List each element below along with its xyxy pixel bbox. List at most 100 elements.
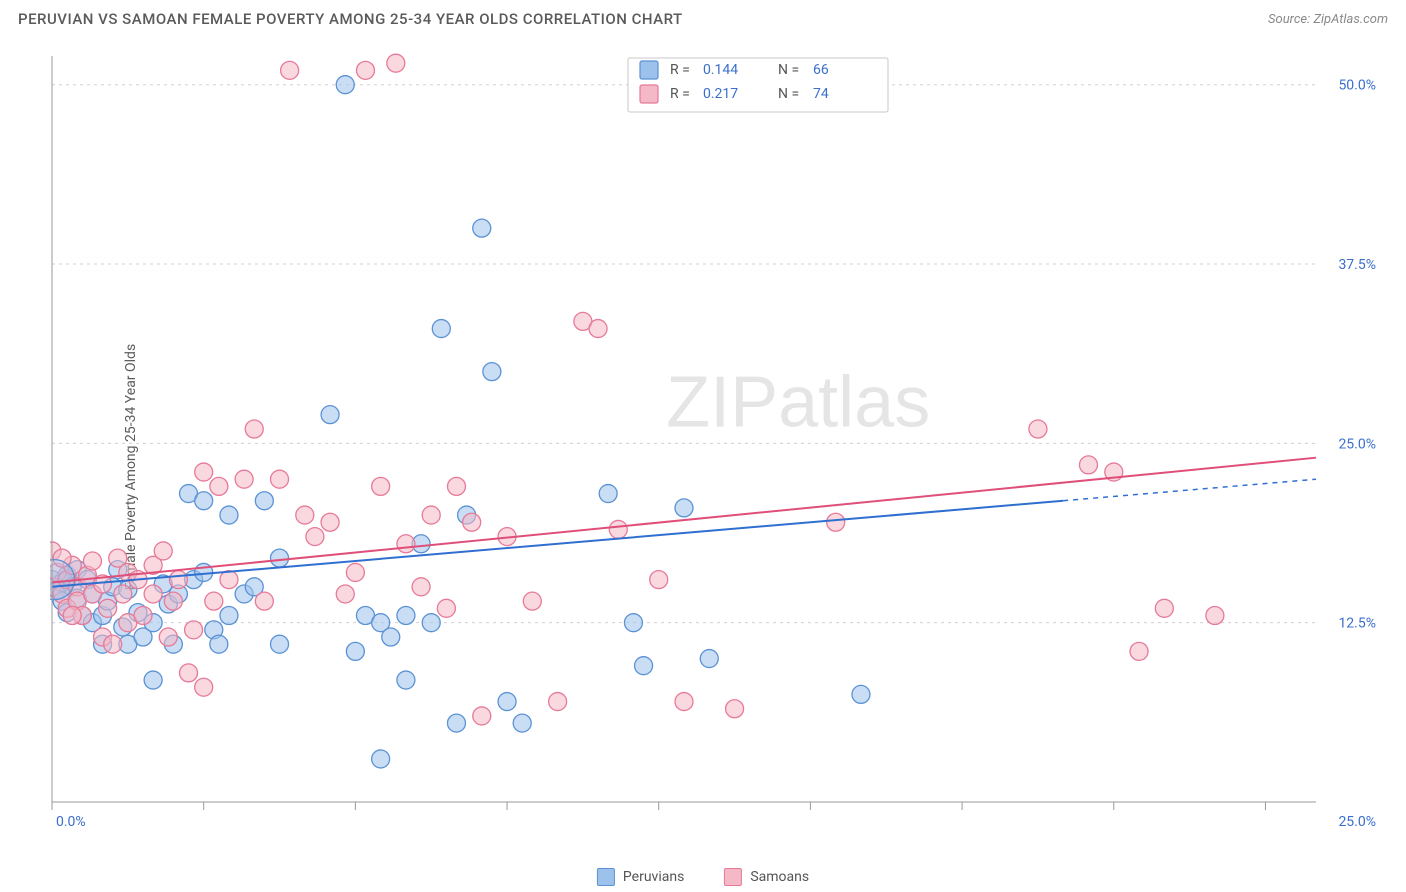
data-point <box>624 614 642 632</box>
data-point <box>1029 420 1047 438</box>
chart-source: Source: ZipAtlas.com <box>1268 12 1388 27</box>
data-point <box>599 485 617 503</box>
stats-r-label: R = <box>670 62 690 78</box>
data-point <box>159 628 177 646</box>
data-point <box>321 406 339 424</box>
data-point <box>1079 456 1097 474</box>
data-point <box>356 61 374 79</box>
bottom-legend: Peruvians Samoans <box>597 868 809 886</box>
data-point <box>397 607 415 625</box>
data-point <box>306 528 324 546</box>
source-name: ZipAtlas.com <box>1313 12 1388 27</box>
data-point <box>99 599 117 617</box>
data-point <box>1206 607 1224 625</box>
data-point <box>195 678 213 696</box>
stats-r-value: 0.144 <box>703 62 738 78</box>
data-point <box>422 614 440 632</box>
source-prefix: Source: <box>1268 12 1313 27</box>
data-point <box>336 76 354 94</box>
data-point <box>1155 599 1173 617</box>
stats-n-label: N = <box>778 62 799 78</box>
data-point <box>144 585 162 603</box>
data-point <box>296 506 314 524</box>
data-point <box>235 470 253 488</box>
stats-r-label: R = <box>670 86 690 102</box>
stats-r-value: 0.217 <box>703 86 738 102</box>
legend-label: Samoans <box>750 869 809 885</box>
data-point <box>220 607 238 625</box>
data-point <box>271 549 289 567</box>
data-point <box>210 635 228 653</box>
data-point <box>483 363 501 381</box>
data-point <box>852 685 870 703</box>
data-point <box>422 506 440 524</box>
data-point <box>114 585 132 603</box>
scatter-chart: 12.5%25.0%37.5%50.0%ZIPatlas0.0%25.0%R =… <box>50 52 1386 832</box>
data-point <box>144 671 162 689</box>
data-point <box>447 714 465 732</box>
data-point <box>210 477 228 495</box>
stats-box <box>628 58 888 112</box>
data-point <box>397 535 415 553</box>
trend-line <box>52 501 1063 587</box>
data-point <box>726 700 744 718</box>
data-point <box>1130 642 1148 660</box>
data-point <box>513 714 531 732</box>
data-point <box>220 571 238 589</box>
data-point <box>195 492 213 510</box>
legend-swatch <box>640 85 658 103</box>
data-point <box>195 463 213 481</box>
trend-line-ext <box>1063 479 1316 501</box>
data-point <box>397 671 415 689</box>
data-point <box>346 563 364 581</box>
legend-item: Samoans <box>724 868 809 886</box>
data-point <box>321 513 339 531</box>
data-point <box>372 477 390 495</box>
data-point <box>589 320 607 338</box>
data-point <box>827 513 845 531</box>
legend-item: Peruvians <box>597 868 684 886</box>
data-point <box>498 693 516 711</box>
data-point <box>700 650 718 668</box>
stats-n-value: 66 <box>813 62 829 78</box>
data-point <box>134 607 152 625</box>
plot-area: 12.5%25.0%37.5%50.0%ZIPatlas0.0%25.0%R =… <box>50 52 1386 832</box>
data-point <box>635 657 653 675</box>
data-point <box>205 592 223 610</box>
legend-swatch <box>597 868 615 886</box>
data-point <box>255 592 273 610</box>
data-point <box>154 542 172 560</box>
data-point <box>609 520 627 538</box>
data-point <box>675 693 693 711</box>
y-tick-label: 37.5% <box>1338 257 1376 273</box>
data-point <box>169 571 187 589</box>
data-point <box>463 513 481 531</box>
data-point <box>432 320 450 338</box>
data-point <box>387 54 405 72</box>
x-origin-label: 0.0% <box>56 814 86 830</box>
chart-container: Female Poverty Among 25-34 Year Olds 12.… <box>0 42 1406 892</box>
chart-header: PERUVIAN VS SAMOAN FEMALE POVERTY AMONG … <box>0 0 1406 36</box>
data-point <box>281 61 299 79</box>
data-point <box>346 642 364 660</box>
data-point <box>104 635 122 653</box>
stats-n-label: N = <box>778 86 799 102</box>
legend-swatch <box>640 61 658 79</box>
data-point <box>164 592 182 610</box>
data-point <box>437 599 455 617</box>
data-point <box>473 707 491 725</box>
chart-title: PERUVIAN VS SAMOAN FEMALE POVERTY AMONG … <box>18 10 683 28</box>
data-point <box>675 499 693 517</box>
data-point <box>382 628 400 646</box>
y-tick-label: 25.0% <box>1338 436 1376 452</box>
data-point <box>271 635 289 653</box>
data-point <box>549 693 567 711</box>
data-point <box>63 607 81 625</box>
data-point <box>271 470 289 488</box>
watermark: ZIPatlas <box>666 362 930 442</box>
stats-n-value: 74 <box>813 86 829 102</box>
data-point <box>372 750 390 768</box>
data-point <box>523 592 541 610</box>
data-point <box>83 552 101 570</box>
data-point <box>650 571 668 589</box>
